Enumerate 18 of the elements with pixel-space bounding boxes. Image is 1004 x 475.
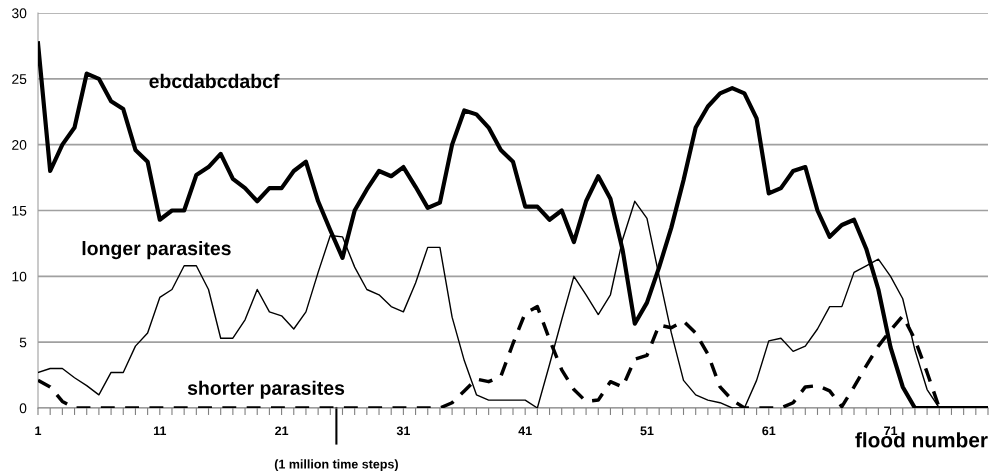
y-tick-label: 5 <box>19 337 27 348</box>
series-label: ebcdabcdabcf <box>149 73 280 89</box>
y-tick-label: 15 <box>12 205 27 216</box>
x-tick-label: 61 <box>762 426 776 436</box>
x-tick-label: 11 <box>153 426 167 436</box>
x-tick-label: 1 <box>35 426 42 436</box>
series-label: longer parasites <box>82 241 231 260</box>
text: (1 million time steps) <box>274 459 398 471</box>
y-tick-label: 30 <box>11 8 27 19</box>
x-tick-label: 51 <box>640 426 654 436</box>
x-tick-label: 31 <box>396 426 410 436</box>
series-label: shorter parasites <box>187 380 345 399</box>
x-tick-label: 41 <box>518 426 532 436</box>
y-tick-label: 25 <box>12 74 27 84</box>
x-tick-label: 21 <box>275 426 289 436</box>
y-tick-label: 0 <box>19 403 27 414</box>
y-tick-label: 20 <box>12 140 27 150</box>
y-tick-label: 10 <box>12 271 27 282</box>
